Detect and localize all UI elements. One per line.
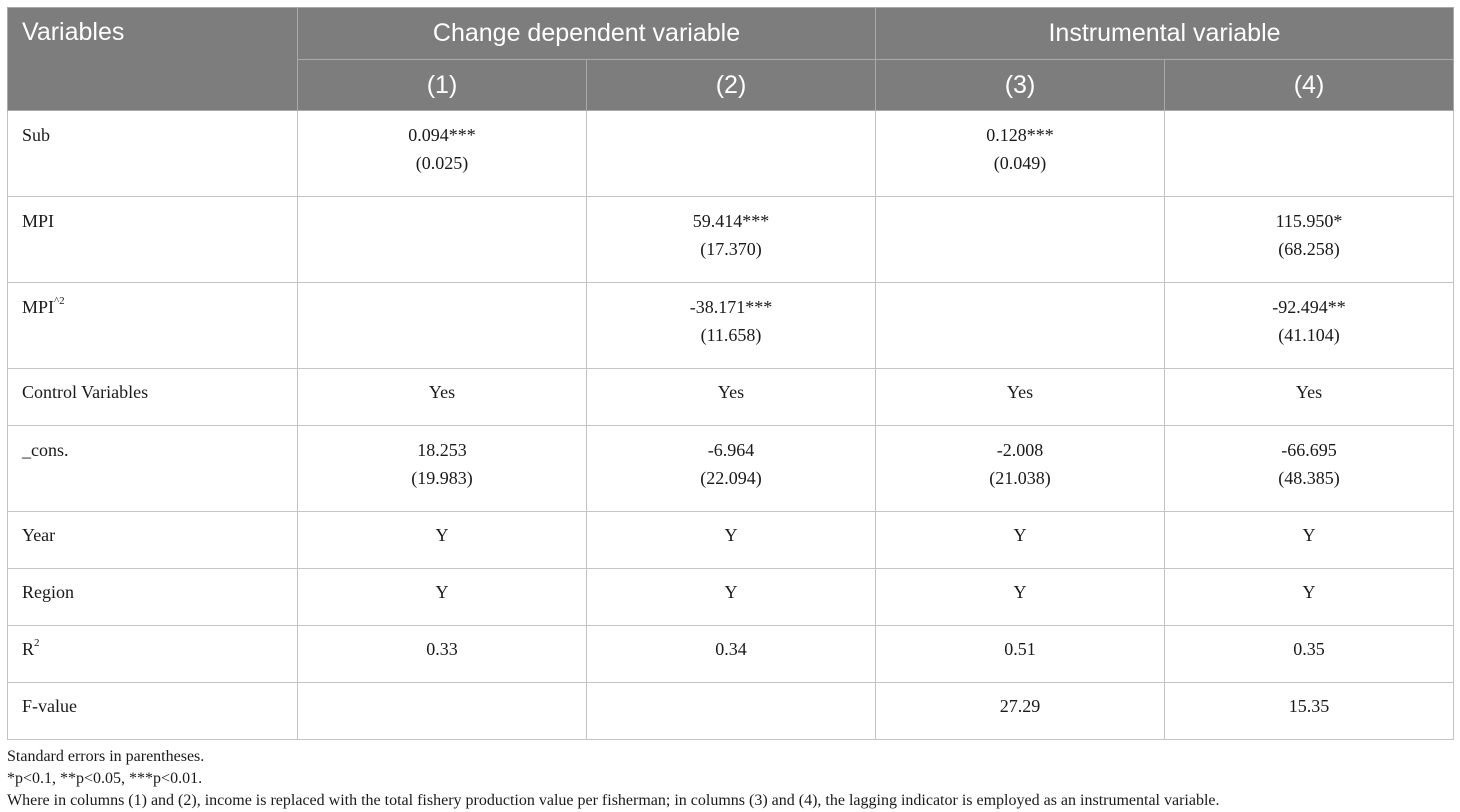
coef: 115.950*: [1275, 211, 1343, 231]
cell-mpi-1: [297, 196, 587, 283]
std-error: (22.094): [700, 468, 762, 488]
header-variables: Variables: [7, 7, 298, 111]
row-label-mpi-squared-sup: ^2: [54, 295, 65, 307]
cell-sub-2: [585, 110, 877, 197]
cell-mpi-4: 115.950* (68.258): [1164, 196, 1455, 283]
table-row-r-squared: R2 0.33 0.34 0.51 0.35: [7, 625, 1455, 683]
note-standard-errors: Standard errors in parentheses.: [7, 748, 205, 765]
cell-sub-3: 0.128*** (0.049): [875, 110, 1166, 197]
cell-cons-3: -2.008 (21.038): [875, 425, 1166, 512]
cell-fvalue-3: 27.29: [875, 682, 1166, 740]
cell-year-4: Y: [1164, 511, 1455, 569]
coef: -6.964: [707, 440, 755, 460]
row-label-r-squared-base: R: [22, 639, 35, 659]
cell-sub-1: 0.094*** (0.025): [297, 110, 587, 197]
cell-mpi2-1: [297, 282, 587, 369]
cell-cons-2: -6.964 (22.094): [585, 425, 877, 512]
coef: -66.695: [1281, 440, 1337, 460]
cell-region-2: Y: [585, 568, 877, 626]
std-error: (17.370): [700, 239, 762, 259]
row-label-f-value: F-value: [7, 682, 298, 740]
cell-r2-3: 0.51: [875, 625, 1166, 683]
cell-region-3: Y: [875, 568, 1166, 626]
row-label-r-squared-sup: 2: [34, 637, 40, 649]
cell-controls-2: Yes: [585, 368, 877, 426]
note-description: Where in columns (1) and (2), income is …: [7, 792, 1220, 809]
row-label-control-variables: Control Variables: [7, 368, 298, 426]
table-row-mpi-squared: MPI^2 -38.171*** (11.658) -92.494** (41.10…: [7, 282, 1455, 369]
table-row-region: Region Y Y Y Y: [7, 568, 1455, 626]
cell-controls-4: Yes: [1164, 368, 1455, 426]
cell-controls-3: Yes: [875, 368, 1166, 426]
coef: -38.171***: [689, 297, 773, 317]
row-label-cons: _cons.: [7, 425, 298, 512]
row-label-r-squared: R2: [7, 625, 298, 683]
cell-r2-4: 0.35: [1164, 625, 1455, 683]
cell-mpi2-2: -38.171*** (11.658): [585, 282, 877, 369]
coef: -2.008: [996, 440, 1044, 460]
cell-fvalue-4: 15.35: [1164, 682, 1455, 740]
cell-controls-1: Yes: [297, 368, 587, 426]
std-error: (19.983): [411, 468, 473, 488]
note-significance: *p<0.1, **p<0.05, ***p<0.01.: [7, 770, 203, 787]
cell-mpi-2: 59.414*** (17.370): [585, 196, 877, 283]
header-col-1: (1): [297, 59, 587, 111]
table-row-control-variables: Control Variables Yes Yes Yes Yes: [7, 368, 1455, 426]
row-label-year: Year: [7, 511, 298, 569]
cell-mpi-3: [875, 196, 1166, 283]
row-label-sub: Sub: [7, 110, 298, 197]
coef: 59.414***: [692, 211, 770, 231]
coef: 0.128***: [986, 125, 1054, 145]
std-error: (21.038): [989, 468, 1051, 488]
cell-cons-1: 18.253 (19.983): [297, 425, 587, 512]
cell-year-2: Y: [585, 511, 877, 569]
std-error: (48.385): [1278, 468, 1340, 488]
std-error: (11.658): [700, 325, 762, 345]
cell-r2-2: 0.34: [585, 625, 877, 683]
std-error: (41.104): [1278, 325, 1340, 345]
cell-fvalue-1: [297, 682, 587, 740]
cell-r2-1: 0.33: [297, 625, 587, 683]
table-body: Sub 0.094*** (0.025) 0.128*** (0.049) MPI …: [7, 110, 1455, 740]
cell-year-3: Y: [875, 511, 1166, 569]
cell-region-4: Y: [1164, 568, 1455, 626]
cell-year-1: Y: [297, 511, 587, 569]
row-label-region: Region: [7, 568, 298, 626]
regression-table-container: Variables Change dependent variable Inst…: [7, 7, 1455, 812]
header-group-change-dependent-variable: Change dependent variable: [296, 7, 877, 60]
table-row-year: Year Y Y Y Y: [7, 511, 1455, 569]
table-notes: Standard errors in parentheses. *p<0.1, …: [7, 746, 1453, 812]
std-error: (0.025): [415, 153, 469, 173]
cell-region-1: Y: [297, 568, 587, 626]
header-group-instrumental-variable: Instrumental variable: [875, 7, 1455, 60]
cell-mpi2-4: -92.494** (41.104): [1164, 282, 1455, 369]
regression-table: Variables Change dependent variable Inst…: [7, 7, 1455, 740]
cell-fvalue-2: [585, 682, 877, 740]
std-error: (68.258): [1278, 239, 1340, 259]
table-row-sub: Sub 0.094*** (0.025) 0.128*** (0.049): [7, 110, 1455, 197]
cell-cons-4: -66.695 (48.385): [1164, 425, 1455, 512]
header-col-3: (3): [875, 59, 1166, 111]
row-label-mpi: MPI: [7, 196, 298, 283]
coef: 0.094***: [408, 125, 476, 145]
std-error: (0.049): [993, 153, 1047, 173]
cell-sub-4: [1164, 110, 1455, 197]
header-col-4: (4): [1164, 59, 1455, 111]
row-label-mpi-squared-base: MPI: [22, 297, 55, 317]
table-row-mpi: MPI 59.414*** (17.370) 115.950* (68.258): [7, 196, 1455, 283]
table-row-cons: _cons. 18.253 (19.983) -6.964 (22.094) -2.…: [7, 425, 1455, 512]
table-row-f-value: F-value 27.29 15.35: [7, 682, 1455, 740]
row-label-mpi-squared: MPI^2: [7, 282, 298, 369]
table-header: Variables Change dependent variable Inst…: [7, 7, 1455, 111]
coef: -92.494**: [1272, 297, 1346, 317]
cell-mpi2-3: [875, 282, 1166, 369]
coef: 18.253: [417, 440, 467, 460]
header-col-2: (2): [585, 59, 877, 111]
